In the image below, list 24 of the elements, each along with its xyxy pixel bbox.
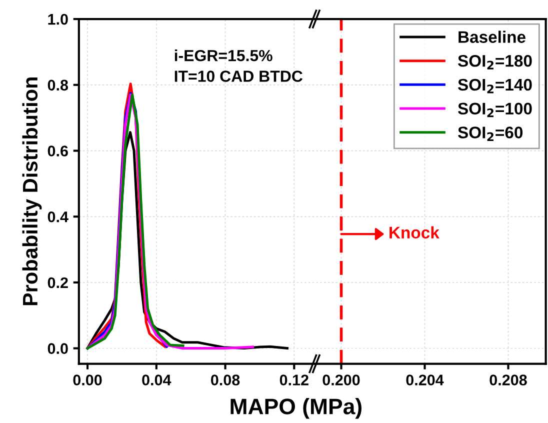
- x-tick-label: 0.12: [280, 374, 308, 386]
- y-tick-label: 0.0: [48, 343, 68, 354]
- y-tick-label: 1.0: [48, 14, 68, 25]
- x-tick-label: 0.00: [73, 374, 102, 386]
- y-tick-label: 0.8: [48, 80, 68, 91]
- annotation: Knock: [390, 226, 440, 239]
- legend-label: SOI$_{2}$=60: [458, 126, 523, 141]
- line-series: [86, 94, 184, 350]
- x-tick-label: 0.208: [490, 374, 527, 386]
- y-tick-label: 0.2: [48, 277, 68, 288]
- x-axis-title: MAPO (MPa): [230, 398, 362, 419]
- annotation: i-EGR=15.5%: [174, 50, 272, 62]
- legend-label: SOI$_{2}$=140: [458, 78, 532, 94]
- x-tick-label: 0.04: [142, 374, 172, 386]
- x-tick-label: 0.200: [322, 374, 360, 386]
- x-tick-label: 0.08: [211, 374, 240, 386]
- annotation: IT=10 CAD BTDC: [174, 70, 303, 82]
- legend-label: SOI$_{2}$=100: [458, 102, 532, 118]
- legend-label: Baseline: [458, 30, 526, 43]
- x-tick-label: 0.204: [406, 374, 444, 386]
- y-axis-title: Probability Distribution: [22, 78, 42, 306]
- y-tick-label: 0.4: [48, 211, 68, 222]
- y-tick-label: 0.6: [48, 146, 68, 156]
- legend-label: SOI$_{2}$=180: [458, 54, 532, 70]
